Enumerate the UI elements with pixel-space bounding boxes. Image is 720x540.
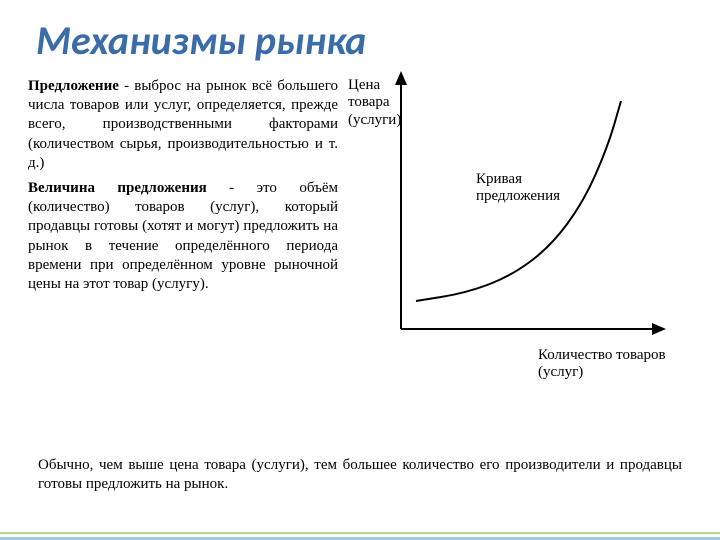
- text-column: Предложение - выброс на рынок всё больше…: [28, 77, 338, 397]
- footer-text: Обычно, чем выше цена товара (услуги), т…: [38, 456, 682, 494]
- slide-title: Механизмы рынка: [36, 16, 692, 65]
- chart-column: Цена товара (услуги) Количество товаров …: [346, 77, 692, 397]
- x-axis-label: Количество товаров (услуг): [538, 347, 666, 382]
- term-supply: Предложение: [28, 78, 119, 94]
- curve-label: Кривая предложения: [476, 171, 560, 206]
- y-axis-label: Цена товара (услуги): [348, 77, 401, 129]
- content-row: Предложение - выброс на рынок всё больше…: [28, 77, 692, 397]
- term-quantity: Величина предложения: [28, 180, 207, 196]
- paragraph-supply: Предложение - выброс на рынок всё больше…: [28, 77, 338, 173]
- bottom-accent: [0, 530, 720, 540]
- supply-chart: Цена товара (услуги) Количество товаров …: [346, 71, 686, 391]
- term-quantity-def: - это объём (количество) товаров (услуг)…: [28, 180, 338, 292]
- paragraph-quantity: Величина предложения - это объём (количе…: [28, 179, 338, 294]
- slide: Механизмы рынка Предложение - выброс на …: [0, 0, 720, 540]
